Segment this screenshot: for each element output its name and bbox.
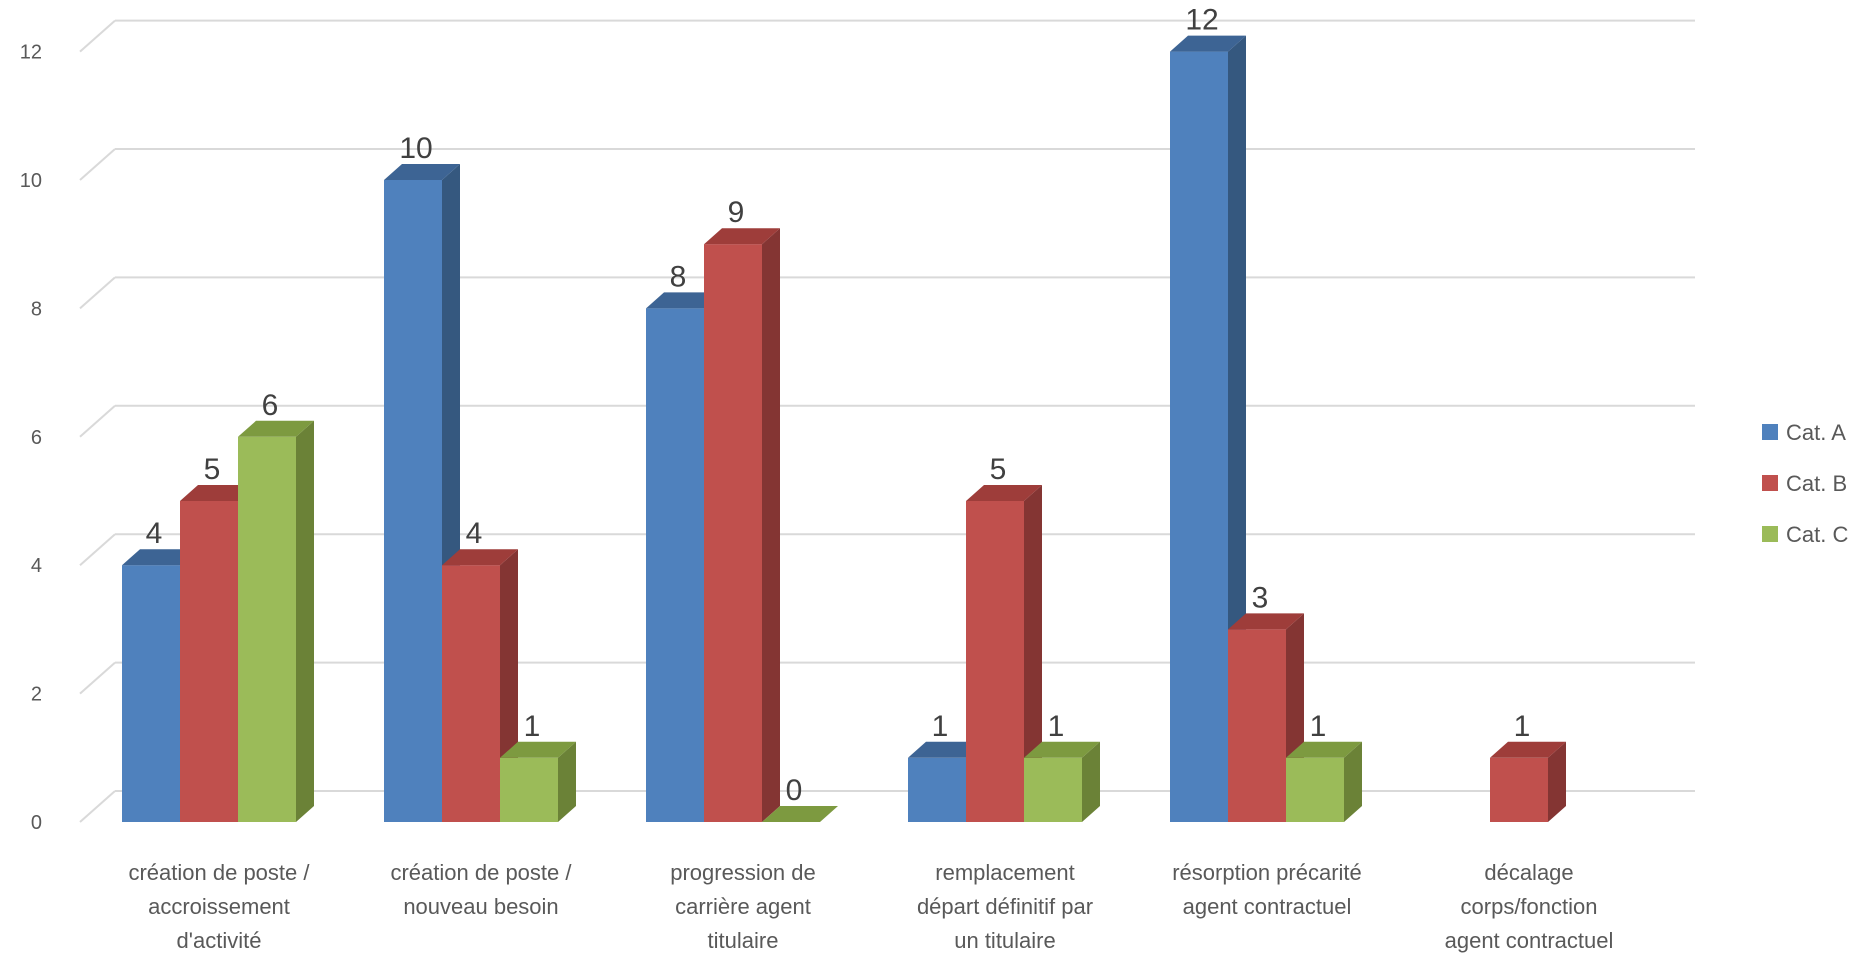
y-axis: 0 2 4 6 8 10 12 [20,42,42,834]
x-tick-label: un titulaire [954,928,1056,953]
bar-top [500,741,576,758]
data-label: 10 [399,132,432,165]
x-tick-label: titulaire [708,928,779,953]
gridline-depth [79,405,116,438]
bar-top [646,292,722,309]
bar-side [1344,741,1362,822]
data-label: 4 [146,517,163,550]
bar-front [238,436,296,822]
data-label: 12 [1185,4,1218,37]
bar-top [1024,741,1100,758]
x-tick-label: remplacement [935,860,1074,885]
gridline-depth [79,790,116,823]
bar-front [704,244,762,822]
legend-label: Cat. C [1786,522,1848,547]
gridline-depth [79,276,116,310]
x-tick-label: agent contractuel [1183,894,1352,919]
legend-swatch [1762,475,1778,491]
data-label: 6 [262,389,279,422]
bar-side [296,420,314,822]
data-label: 0 [786,774,803,807]
y-tick-label: 4 [31,555,42,577]
x-tick-label: d'activité [177,928,262,953]
bar-top [704,228,780,245]
bar-front [908,757,966,822]
x-tick-label: résorption précarité [1172,860,1362,885]
bar-front [1228,629,1286,822]
x-tick-label: corps/fonction [1461,894,1598,919]
y-tick-label: 0 [31,812,42,834]
data-label: 5 [204,453,221,486]
bar-front [442,565,500,822]
bar-top [122,549,198,566]
bar-top [384,164,460,180]
bar-top [966,485,1042,501]
x-tick-label: agent contractuel [1445,928,1614,953]
bar-front [500,757,558,822]
gridlines [79,19,1695,823]
bar-top [1228,613,1304,630]
data-label: 1 [932,710,949,743]
bar-top [1170,35,1246,52]
x-tick-label: carrière agent [675,894,811,919]
bar-front [966,501,1024,822]
legend-label: Cat. A [1786,420,1846,445]
bar-front [1490,757,1548,822]
legend-swatch [1762,526,1778,542]
x-tick-label: nouveau besoin [403,894,558,919]
data-label: 9 [728,196,745,229]
y-tick-label: 2 [31,684,42,706]
y-tick-label: 10 [20,170,42,192]
bar-top [762,806,838,822]
bar-front [1170,51,1228,823]
bar-top [908,741,984,758]
bar-side [1548,741,1566,822]
bar-front [122,565,180,822]
gridline-depth [79,533,116,566]
data-label: 4 [466,517,483,550]
x-tick-label: création de poste / [128,860,310,885]
gridline-depth [79,19,116,53]
x-tick-label: départ définitif par [917,894,1093,919]
y-tick-label: 12 [20,42,42,64]
bar-top [442,549,518,566]
bar-side [1082,741,1100,822]
bar-top [238,420,314,437]
bar-front [180,501,238,822]
x-tick-label: création de poste / [390,860,572,885]
gridline-depth [79,148,116,181]
bar-side [762,228,780,822]
y-tick-label: 8 [31,298,42,320]
bar-side [558,741,576,822]
data-label: 1 [524,710,541,743]
data-label: 1 [1514,710,1531,743]
data-label: 3 [1252,581,1269,614]
bar-top [180,485,256,501]
data-label: 8 [670,260,687,293]
bar-side [1024,485,1042,822]
y-tick-label: 6 [31,427,42,449]
x-tick-label: accroissement [148,894,290,919]
data-label: 5 [990,453,1007,486]
bars [122,35,1566,823]
bar-front [1024,757,1082,822]
bar-front [384,180,442,822]
x-axis: création de poste / accroissement d'activi… [128,860,1613,953]
x-tick-label: progression de [670,860,816,885]
bar-top [1490,741,1566,758]
bar-front [1286,757,1344,822]
legend-label: Cat. B [1786,471,1847,496]
data-label: 1 [1048,710,1065,743]
legend-swatch [1762,424,1778,440]
data-label: 1 [1310,710,1327,743]
gridline-depth [79,661,116,695]
bar-top [1286,741,1362,758]
legend: Cat. A Cat. B Cat. C [1762,420,1848,547]
bar-front [646,308,704,822]
x-tick-label: décalage [1484,860,1573,885]
